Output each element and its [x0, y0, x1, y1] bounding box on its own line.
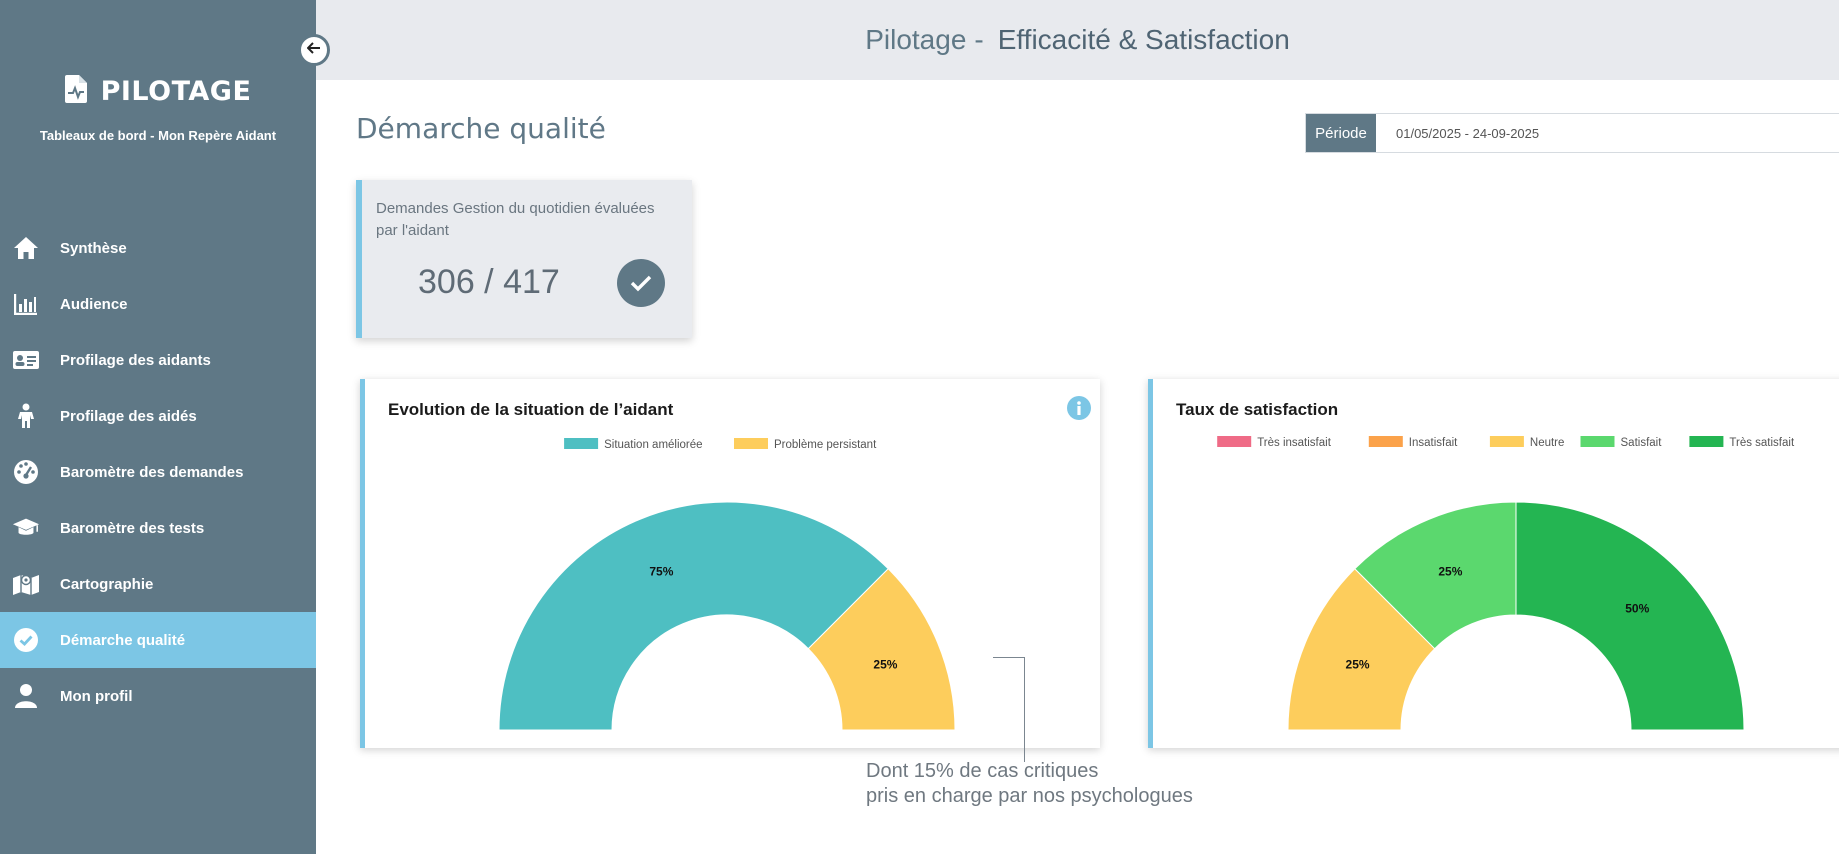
legend-item[interactable]: Satisfait	[1580, 436, 1663, 449]
legend-swatch	[734, 438, 768, 449]
annotation-line-1: Dont 15% de cas critiques	[866, 760, 1099, 782]
header-title: Pilotage - Efficacité & Satisfaction	[316, 0, 1839, 80]
sidebar-nav: Synthèse Audience Profilage des aidants …	[0, 220, 316, 724]
gauge-icon	[12, 458, 40, 486]
chart-slice[interactable]	[498, 501, 889, 731]
legend-label: Neutre	[1530, 437, 1565, 449]
data-label: 25%	[1346, 657, 1370, 671]
chart-annotation: Dont 15% de cas critiques pris en charge…	[866, 759, 1193, 809]
chart-title: Taux de satisfaction	[1176, 400, 1339, 419]
legend-label: Satisfait	[1621, 437, 1663, 449]
annotation-line-2: pris en charge par nos psychologues	[866, 785, 1193, 807]
sidebar-item-audience[interactable]: Audience	[0, 276, 316, 332]
sidebar-item-label: Audience	[60, 295, 128, 313]
sidebar-item-label: Profilage des aidés	[60, 407, 197, 425]
sidebar: PILOTAGE Tableaux de bord - Mon Repère A…	[0, 0, 316, 854]
data-label: 75%	[649, 565, 673, 579]
sidebar-item-label: Démarche qualité	[60, 631, 186, 649]
header-bar: Pilotage - Efficacité & Satisfaction	[316, 0, 1839, 80]
sidebar-item-label: Cartographie	[60, 575, 154, 593]
legend-swatch	[1489, 436, 1524, 447]
sidebar-item-barometre-demandes[interactable]: Baromètre des demandes	[0, 444, 316, 500]
info-icon[interactable]	[1067, 396, 1091, 420]
chart-slice[interactable]	[807, 568, 956, 731]
bar-chart-icon	[12, 290, 40, 318]
collapse-sidebar-button[interactable]	[298, 34, 330, 66]
header-title-prefix: Pilotage	[865, 24, 967, 55]
sidebar-item-barometre-tests[interactable]: Baromètre des tests	[0, 500, 316, 556]
legend-label: Problème persistant	[774, 439, 877, 451]
half-doughnut-chart: Situation améliorée Problème persistant 75…	[498, 438, 956, 731]
kpi-value: 306 / 417	[418, 263, 560, 301]
sidebar-item-profilage-aidants[interactable]: Profilage des aidants	[0, 332, 316, 388]
chart-card-evolution: Evolution de la situation de l’aidant Si…	[360, 379, 1100, 748]
page-title: Démarche qualité	[356, 112, 606, 145]
brand: PILOTAGE Tableaux de bord - Mon Repère A…	[0, 75, 316, 143]
chart-slice[interactable]	[1515, 501, 1745, 731]
chart-legend: Très insatisfait Insatisfait Neutre Satisfa…	[1217, 436, 1795, 449]
legend-item[interactable]: Situation améliorée	[564, 438, 703, 451]
legend-item[interactable]: Insatisfait	[1368, 436, 1458, 449]
annotation-leader-vertical	[1024, 657, 1025, 762]
period-date-range-input[interactable]	[1376, 114, 1839, 152]
legend-item[interactable]: Très satisfait	[1689, 436, 1795, 449]
legend-label: Situation améliorée	[604, 439, 702, 451]
data-label: 25%	[873, 657, 897, 671]
sidebar-item-synthese[interactable]: Synthèse	[0, 220, 316, 276]
chart-legend: Situation améliorée Problème persistant	[564, 438, 877, 451]
user-icon	[12, 682, 40, 710]
sidebar-item-label: Mon profil	[60, 687, 133, 705]
file-medical-icon	[64, 75, 87, 108]
half-doughnut-chart: Très insatisfait Insatisfait Neutre Satisfa…	[1217, 436, 1795, 731]
legend-item[interactable]: Neutre	[1489, 436, 1565, 449]
child-icon	[12, 402, 40, 430]
id-card-icon	[12, 346, 40, 374]
home-icon	[12, 234, 40, 262]
legend-swatch	[1580, 436, 1615, 447]
sidebar-item-label: Baromètre des tests	[60, 519, 205, 537]
legend-item[interactable]: Problème persistant	[734, 438, 877, 451]
legend-label: Très satisfait	[1729, 437, 1795, 449]
sidebar-item-label: Synthèse	[60, 239, 127, 257]
annotation-leader-horizontal	[993, 657, 1024, 658]
sidebar-item-mon-profil[interactable]: Mon profil	[0, 668, 316, 724]
sidebar-item-label: Baromètre des demandes	[60, 463, 244, 481]
legend-swatch	[1689, 436, 1724, 447]
header-title-main: Efficacité & Satisfaction	[997, 24, 1290, 55]
period-label: Période	[1306, 114, 1376, 152]
kpi-label: Demandes Gestion du quotidien évaluées p…	[376, 200, 655, 239]
legend-item[interactable]: Très insatisfait	[1217, 436, 1332, 449]
kpi-card: Demandes Gestion du quotidien évaluées p…	[356, 180, 692, 338]
graduation-cap-icon	[12, 514, 40, 542]
legend-swatch	[1368, 436, 1403, 447]
check-circle-icon	[12, 626, 40, 654]
legend-label: Insatisfait	[1409, 437, 1458, 449]
chart-card-satisfaction: Taux de satisfaction Très insatisfait Ins…	[1148, 379, 1839, 748]
arrow-left-icon	[306, 41, 321, 59]
data-label: 25%	[1438, 565, 1462, 579]
header-title-separator: -	[974, 24, 984, 55]
period-filter: Période	[1305, 113, 1839, 153]
sidebar-item-label: Profilage des aidants	[60, 351, 211, 369]
map-icon	[12, 570, 40, 598]
legend-label: Très insatisfait	[1257, 437, 1332, 449]
sidebar-item-profilage-aides[interactable]: Profilage des aidés	[0, 388, 316, 444]
brand-title: PILOTAGE	[100, 76, 252, 107]
legend-swatch	[564, 438, 599, 449]
legend-swatch	[1217, 436, 1252, 447]
brand-subtitle: Tableaux de bord - Mon Repère Aidant	[39, 128, 277, 143]
sidebar-item-cartographie[interactable]: Cartographie	[0, 556, 316, 612]
chart-title: Evolution de la situation de l’aidant	[388, 400, 674, 419]
check-icon	[617, 259, 665, 307]
data-label: 50%	[1625, 602, 1649, 616]
sidebar-item-demarche-qualite[interactable]: Démarche qualité	[0, 612, 316, 668]
